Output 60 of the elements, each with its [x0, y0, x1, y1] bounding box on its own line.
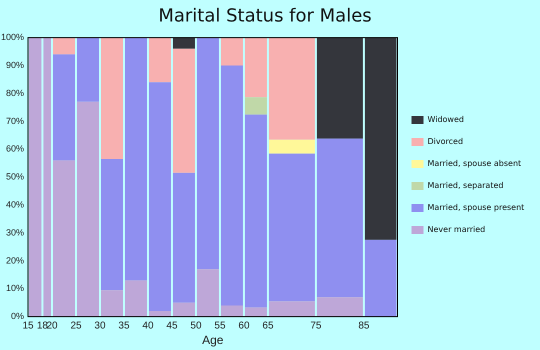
- bar: [100, 290, 123, 317]
- legend-label: Widowed: [428, 115, 464, 124]
- bar: [364, 38, 396, 240]
- bar: [196, 38, 219, 270]
- bar: [220, 66, 243, 306]
- bar: [148, 311, 171, 317]
- bar: [53, 160, 76, 317]
- x-tick-label: 65: [262, 320, 274, 332]
- y-tick-label: 10%: [6, 283, 24, 294]
- x-tick-label: 60: [238, 320, 250, 332]
- bar: [53, 38, 76, 54]
- chart-title: Marital Status for Males: [158, 5, 372, 26]
- x-tick-label: 45: [166, 320, 178, 332]
- legend-label: Never married: [428, 225, 486, 234]
- bar: [124, 280, 147, 317]
- bar: [100, 158, 123, 290]
- x-axis-title: Age: [202, 333, 224, 348]
- y-tick-label: 20%: [6, 255, 24, 266]
- bar: [196, 269, 219, 317]
- x-tick-label: 30: [94, 320, 106, 332]
- bar: [220, 38, 243, 66]
- x-tick-label: 25: [70, 320, 82, 332]
- bar: [220, 305, 243, 317]
- x-tick-label: 55: [214, 320, 226, 332]
- bar: [244, 114, 267, 308]
- x-tick-label: 18: [36, 320, 48, 332]
- y-tick-label: 40%: [6, 199, 24, 210]
- bar: [244, 307, 267, 317]
- bar: [124, 38, 147, 280]
- x-tick-label: 85: [358, 320, 370, 332]
- y-tick-label: 0%: [11, 311, 24, 322]
- x-tick-label: 20: [46, 320, 58, 332]
- bar: [53, 54, 76, 160]
- x-tick-label: 40: [142, 320, 154, 332]
- bar: [172, 172, 195, 303]
- bar: [172, 48, 195, 173]
- legend-label: Married, separated: [428, 181, 504, 190]
- bar: [77, 38, 99, 102]
- y-tick-label: 80%: [6, 88, 24, 98]
- bar: [172, 302, 195, 317]
- y-tick-label: 50%: [6, 172, 24, 182]
- bar: [148, 38, 171, 82]
- y-tick-label: 30%: [6, 227, 24, 238]
- bar: [244, 38, 267, 98]
- y-tick-label: 60%: [6, 144, 24, 154]
- legend-label: Married, spouse present: [428, 203, 524, 212]
- legend-label: Divorced: [428, 137, 464, 146]
- y-tick-label: 100%: [0, 32, 24, 42]
- x-tick-label: 50: [190, 320, 202, 332]
- y-tick-label: 70%: [6, 116, 24, 126]
- x-tick-label: 35: [118, 320, 130, 332]
- x-tick-label: 75: [310, 320, 322, 332]
- x-tick-label: 15: [22, 320, 34, 332]
- bar: [148, 82, 171, 312]
- bar: [77, 102, 99, 317]
- legend-label: Married, spouse absent: [428, 159, 522, 168]
- bar: [100, 38, 123, 159]
- bar: [244, 97, 267, 115]
- bar: [268, 140, 315, 154]
- y-tick-label: 90%: [6, 60, 24, 70]
